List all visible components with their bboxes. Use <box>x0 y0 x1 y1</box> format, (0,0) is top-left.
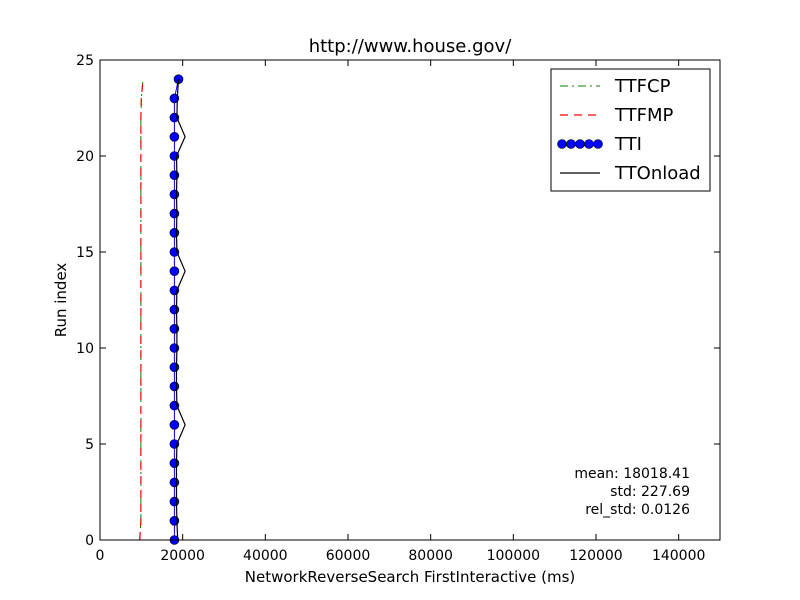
y-tick-label: 20 <box>76 149 94 165</box>
data-point-tti <box>169 477 180 488</box>
x-axis-label: NetworkReverseSearch FirstInteractive (m… <box>245 568 576 586</box>
plot-area <box>139 74 186 545</box>
legend: TTFCP TTFMP TTI TTOnload <box>550 68 711 192</box>
x-tick-label: 100000 <box>487 548 540 564</box>
data-point-tti <box>169 93 180 104</box>
data-point-tti <box>169 419 180 430</box>
axis-ticks: 0 20000 40000 60000 80000 100000 120000 140000 0… <box>76 53 720 564</box>
x-tick-label: 120000 <box>569 548 622 564</box>
legend-marker-tti <box>557 139 567 149</box>
data-point-tti <box>169 170 180 180</box>
y-tick-label: 25 <box>76 53 94 69</box>
data-point-tti <box>169 304 180 315</box>
data-point-tti <box>169 381 180 392</box>
legend-marker-tti <box>584 139 594 149</box>
legend-label-tti: TTI <box>614 134 642 155</box>
legend-label-ttonload: TTOnload <box>614 163 701 184</box>
x-tick-label: 140000 <box>652 548 705 564</box>
legend-marker-tti <box>575 139 585 149</box>
series-line-ttonload <box>175 79 186 541</box>
x-tick-label: 40000 <box>243 548 288 564</box>
y-tick-label: 10 <box>76 341 94 357</box>
data-point-tti <box>169 189 180 200</box>
y-tick-label: 5 <box>85 437 94 453</box>
data-point-tti <box>169 362 180 373</box>
legend-marker-tti <box>593 139 603 149</box>
data-point-tti <box>169 496 180 507</box>
data-point-tti <box>169 266 180 277</box>
plot-frame <box>99 59 721 541</box>
data-point-tti <box>169 343 180 353</box>
x-tick-label: 20000 <box>160 548 205 564</box>
legend-label-ttfcp: TTFCP <box>614 76 671 97</box>
stats-rel-std: rel_std: 0.0126 <box>585 502 690 518</box>
data-point-tti <box>169 132 180 142</box>
y-tick-label: 15 <box>76 245 94 261</box>
y-tick-label: 0 <box>85 533 94 549</box>
series-line-ttfmp <box>139 79 144 541</box>
data-point-tti <box>169 323 180 334</box>
stats-std: std: 227.69 <box>610 484 690 500</box>
data-point-tti <box>169 458 180 469</box>
stats-mean: mean: 18018.41 <box>574 466 690 482</box>
legend-box <box>550 68 711 192</box>
data-point-tti <box>169 228 180 238</box>
chart-title: http://www.house.gov/ <box>309 36 512 57</box>
data-point-tti <box>169 208 180 219</box>
legend-marker-tti <box>566 139 576 149</box>
x-tick-label: 0 <box>96 548 105 564</box>
y-axis-label: Run index <box>52 263 70 338</box>
x-tick-label: 60000 <box>326 548 371 564</box>
x-tick-label: 80000 <box>408 548 453 564</box>
legend-label-ttfmp: TTFMP <box>614 105 674 126</box>
stats-box: mean: 18018.41 std: 227.69 rel_std: 0.01… <box>574 466 690 518</box>
